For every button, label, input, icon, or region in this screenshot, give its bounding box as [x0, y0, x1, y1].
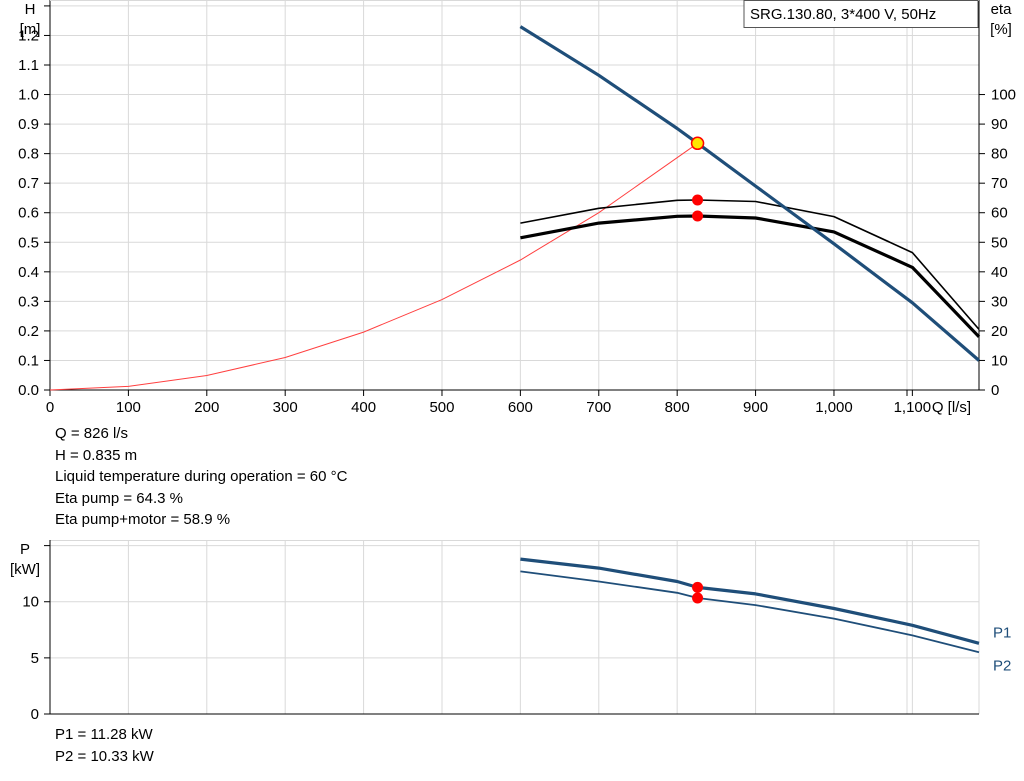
- power-series-label-p1: P1: [993, 624, 1011, 641]
- power-curve-p2: [520, 570, 980, 654]
- y-tick-label-0: 0.0: [18, 382, 39, 399]
- power-y-tick-label-1: 5: [31, 650, 39, 667]
- x-tick-label-3: 300: [273, 399, 298, 416]
- x-tick-label-9: 900: [743, 399, 768, 416]
- x-tick-label-0: 0: [46, 399, 54, 416]
- readout-eta-total: Eta pump+motor = 58.9 %: [55, 511, 231, 528]
- power-marker-p1: [692, 581, 704, 593]
- y2-tick-label-6: 60: [991, 205, 1008, 222]
- head-efficiency-chart: 0 100 200 300 400 500 600 700 800 900 1,000 1,100 Q …: [18, 0, 1016, 416]
- y2-tick-label-5: 50: [991, 234, 1008, 251]
- x-tick-label-1: 100: [116, 399, 141, 416]
- y2-tick-labels: 0 10 20 30 40 50 60 70 80 90 100: [979, 87, 1016, 399]
- x-tick-label-6: 600: [508, 399, 533, 416]
- power-y-axis-unit: [kW]: [10, 561, 40, 578]
- x-tick-label-11: 1,100: [894, 399, 932, 416]
- grid-lines: [50, 0, 979, 390]
- duty-point-readout: Q = 826 l/s H = 0.835 m Liquid temperatu…: [55, 423, 347, 531]
- readout-eta-pump: Eta pump = 64.3 %: [55, 489, 183, 507]
- title-box: [743, 0, 979, 28]
- y-tick-label-2: 0.2: [18, 323, 39, 340]
- y-tick-label-11: 1.1: [18, 57, 39, 74]
- y-axis-unit: [m]: [20, 21, 41, 38]
- y2-tick-label-1: 10: [991, 352, 1008, 369]
- duty-point-marker: [690, 136, 705, 151]
- y2-tick-label-4: 40: [991, 264, 1008, 281]
- eta-pump-curve: [520, 199, 980, 330]
- x-tick-label-7: 700: [586, 399, 611, 416]
- x-tick-label-5: 500: [429, 399, 454, 416]
- chart-title: SRG.130.80, 3*400 V, 50Hz: [750, 6, 936, 23]
- power-curve-p1: [520, 557, 980, 645]
- y2-tick-label-9: 90: [991, 116, 1008, 133]
- eta_pump-marker: [692, 194, 704, 206]
- y2-axis-unit: [%]: [990, 21, 1012, 38]
- y2-axis-label: eta: [991, 1, 1013, 18]
- x-axis-label: Q [l/s]: [932, 399, 971, 416]
- power-y-tick-label-0: 0: [31, 706, 39, 723]
- y-tick-label-6: 0.6: [18, 205, 39, 222]
- power-series-label-p2: P2: [993, 657, 1011, 674]
- y-tick-label-5: 0.5: [18, 234, 39, 251]
- y-tick-label-12: 1.2: [18, 27, 39, 44]
- readout-liquid-temperature: Liquid temperature during operation = 60…: [55, 468, 348, 485]
- power-y-tick-labels: 0 5 10: [22, 545, 50, 723]
- y2-tick-label-8: 80: [991, 146, 1008, 163]
- y-tick-label-4: 0.4: [18, 264, 39, 281]
- readout-p1: P1 = 11.28 kW: [55, 726, 153, 743]
- eta_total-marker: [692, 210, 704, 222]
- y2-tick-label-10: 100: [991, 87, 1016, 104]
- pump-head-curve: [519, 25, 981, 362]
- x-tick-label-2: 200: [194, 399, 219, 416]
- x-tick-label-8: 800: [665, 399, 690, 416]
- readout-head: H = 0.835 m: [55, 446, 138, 464]
- y-tick-label-1: 0.1: [18, 352, 39, 369]
- power-marker-p2: [692, 592, 704, 604]
- power-readout: P1 = 11.28 kW P2 = 10.33 kW: [55, 724, 154, 767]
- power-y-axis-label: P: [20, 541, 30, 558]
- y2-tick-label-3: 30: [991, 293, 1008, 310]
- y2-tick-label-2: 20: [991, 323, 1008, 340]
- y-tick-labels: 0.0 0.1 0.2 0.3 0.4 0.5 0.6 0.7 0.8 0.9 1.0 1.1 1.2: [18, 5, 50, 399]
- readout-flow: Q = 826 l/s: [55, 425, 128, 442]
- power-y-tick-label-2: 10: [22, 594, 39, 611]
- y2-tick-label-0: 0: [991, 382, 999, 399]
- x-tick-label-10: 1,000: [815, 399, 853, 416]
- y-tick-label-3: 0.3: [18, 293, 39, 310]
- y-axis-label: H: [25, 1, 36, 18]
- y-tick-label-9: 0.9: [18, 116, 39, 133]
- eta-pump-motor-curve: [520, 214, 981, 338]
- y2-tick-label-7: 70: [991, 175, 1008, 192]
- x-tick-labels: 0 100 200 300 400 500 600 700 800 900 1,000 1,100: [46, 390, 931, 416]
- x-tick-label-4: 400: [351, 399, 376, 416]
- y-tick-label-10: 1.0: [18, 87, 39, 104]
- system-curve: [49, 142, 698, 391]
- readout-p2: P2 = 10.33 kW: [55, 747, 154, 765]
- power-grid-lines: [50, 540, 980, 714]
- y-tick-label-8: 0.8: [18, 146, 39, 163]
- y-tick-label-7: 0.7: [18, 175, 39, 192]
